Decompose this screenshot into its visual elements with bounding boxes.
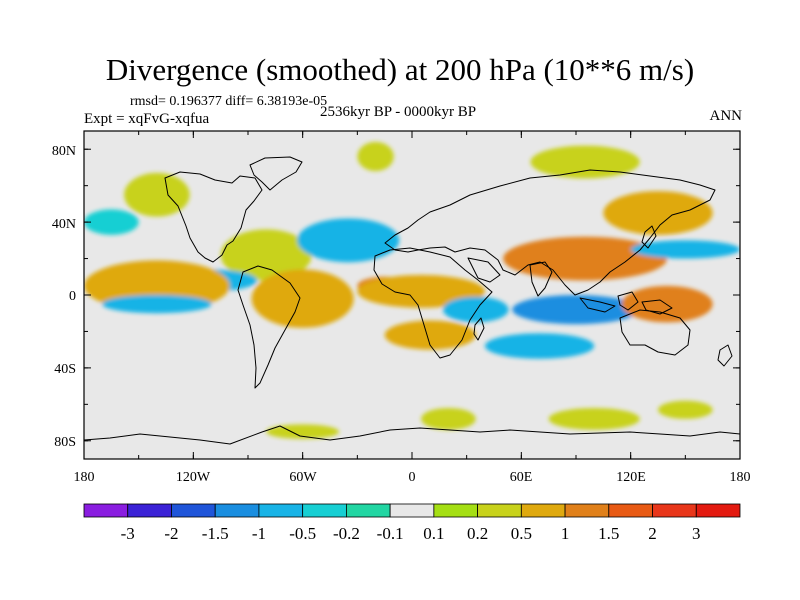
colorbar-swatch <box>389 503 435 518</box>
contour-region <box>548 407 640 430</box>
x-tick-label: 60W <box>289 470 317 485</box>
y-tick-label: 40S <box>54 362 76 377</box>
y-tick-label: 80S <box>54 435 76 450</box>
colorbar-label: 0.5 <box>511 524 532 543</box>
coastlines <box>84 156 740 445</box>
contour-region <box>512 295 640 325</box>
colorbar-swatch <box>433 503 479 518</box>
contour-region <box>251 269 354 328</box>
contour-region <box>484 333 595 359</box>
contour-region <box>84 209 139 235</box>
colorbar-label: 1.5 <box>598 524 619 543</box>
x-tick-label: 120W <box>176 470 211 485</box>
y-tick-label: 80N <box>52 144 76 159</box>
contour-region <box>421 407 476 430</box>
colorbar-label: 2 <box>648 524 657 543</box>
period-label: 2536kyr BP - 0000kyr BP <box>320 104 477 120</box>
colorbar-swatch <box>345 503 391 518</box>
colorbar-label: 0.2 <box>467 524 488 543</box>
contour-region <box>503 236 668 281</box>
y-tick-label: 40N <box>52 217 76 232</box>
colorbar-swatch <box>171 503 216 518</box>
colorbar-swatch <box>83 503 129 518</box>
colorbar-swatch <box>127 503 172 518</box>
x-tick-label: 0 <box>409 470 416 485</box>
y-tick-label: 0 <box>69 289 76 304</box>
axis-ticks <box>83 131 741 459</box>
colorbar-label: -0.5 <box>289 524 316 543</box>
x-tick-labels: 180 120W 60W 0 60E 120E 180 <box>74 470 751 485</box>
map-title: Divergence (smoothed) at 200 hPa (10**6 … <box>105 52 695 87</box>
colorbar-swatch <box>695 503 741 518</box>
experiment-label: Expt = xqFvG-xqfua <box>84 111 210 127</box>
colorbar-swatch <box>477 503 522 518</box>
contour-region <box>357 141 394 172</box>
contour-region <box>297 218 400 263</box>
colorbar-swatch <box>564 503 610 518</box>
colorbar-label: -0.2 <box>333 524 360 543</box>
x-tick-label: 180 <box>74 470 95 485</box>
colorbar-swatch <box>608 503 653 518</box>
stats-text: rmsd= 0.196377 diff= 6.38193e-05 <box>130 94 328 109</box>
contour-region <box>630 240 740 259</box>
contour-region <box>124 172 190 217</box>
colorbar-label: -1.5 <box>202 524 229 543</box>
x-tick-label: 180 <box>730 470 751 485</box>
contour-region <box>384 320 476 350</box>
colorbar-label: 1 <box>561 524 570 543</box>
colorbar-swatch <box>258 503 304 518</box>
colorbar-swatch <box>302 503 347 518</box>
contour-region <box>220 229 312 281</box>
contour-region <box>658 400 713 419</box>
y-tick-labels: 80N 40N 0 40S 80S <box>52 144 76 450</box>
colorbar-label: -3 <box>121 524 135 543</box>
contour-region <box>442 296 509 323</box>
contour-region <box>357 274 485 308</box>
contour-region <box>530 145 640 179</box>
x-tick-label: 60E <box>510 470 533 485</box>
colorbar-label: -2 <box>164 524 178 543</box>
colorbar-label: -1 <box>252 524 266 543</box>
contour-region <box>621 285 713 323</box>
colorbar-label: 0.1 <box>423 524 444 543</box>
contour-regions <box>84 141 740 439</box>
x-tick-label: 120E <box>616 470 646 485</box>
colorbar <box>83 503 741 518</box>
colorbar-labels: -3 -2 -1.5 -1 -0.5 -0.2 -0.1 0.1 0.2 0.5 1 1.5 2 3 <box>121 524 701 543</box>
contour-region <box>102 295 212 314</box>
colorbar-label: 3 <box>692 524 701 543</box>
season-label: ANN <box>709 108 743 124</box>
colorbar-swatch <box>214 503 260 518</box>
contour-region <box>603 191 713 235</box>
colorbar-swatch <box>520 503 566 518</box>
colorbar-label: -0.1 <box>377 524 404 543</box>
colorbar-swatch <box>652 503 697 518</box>
